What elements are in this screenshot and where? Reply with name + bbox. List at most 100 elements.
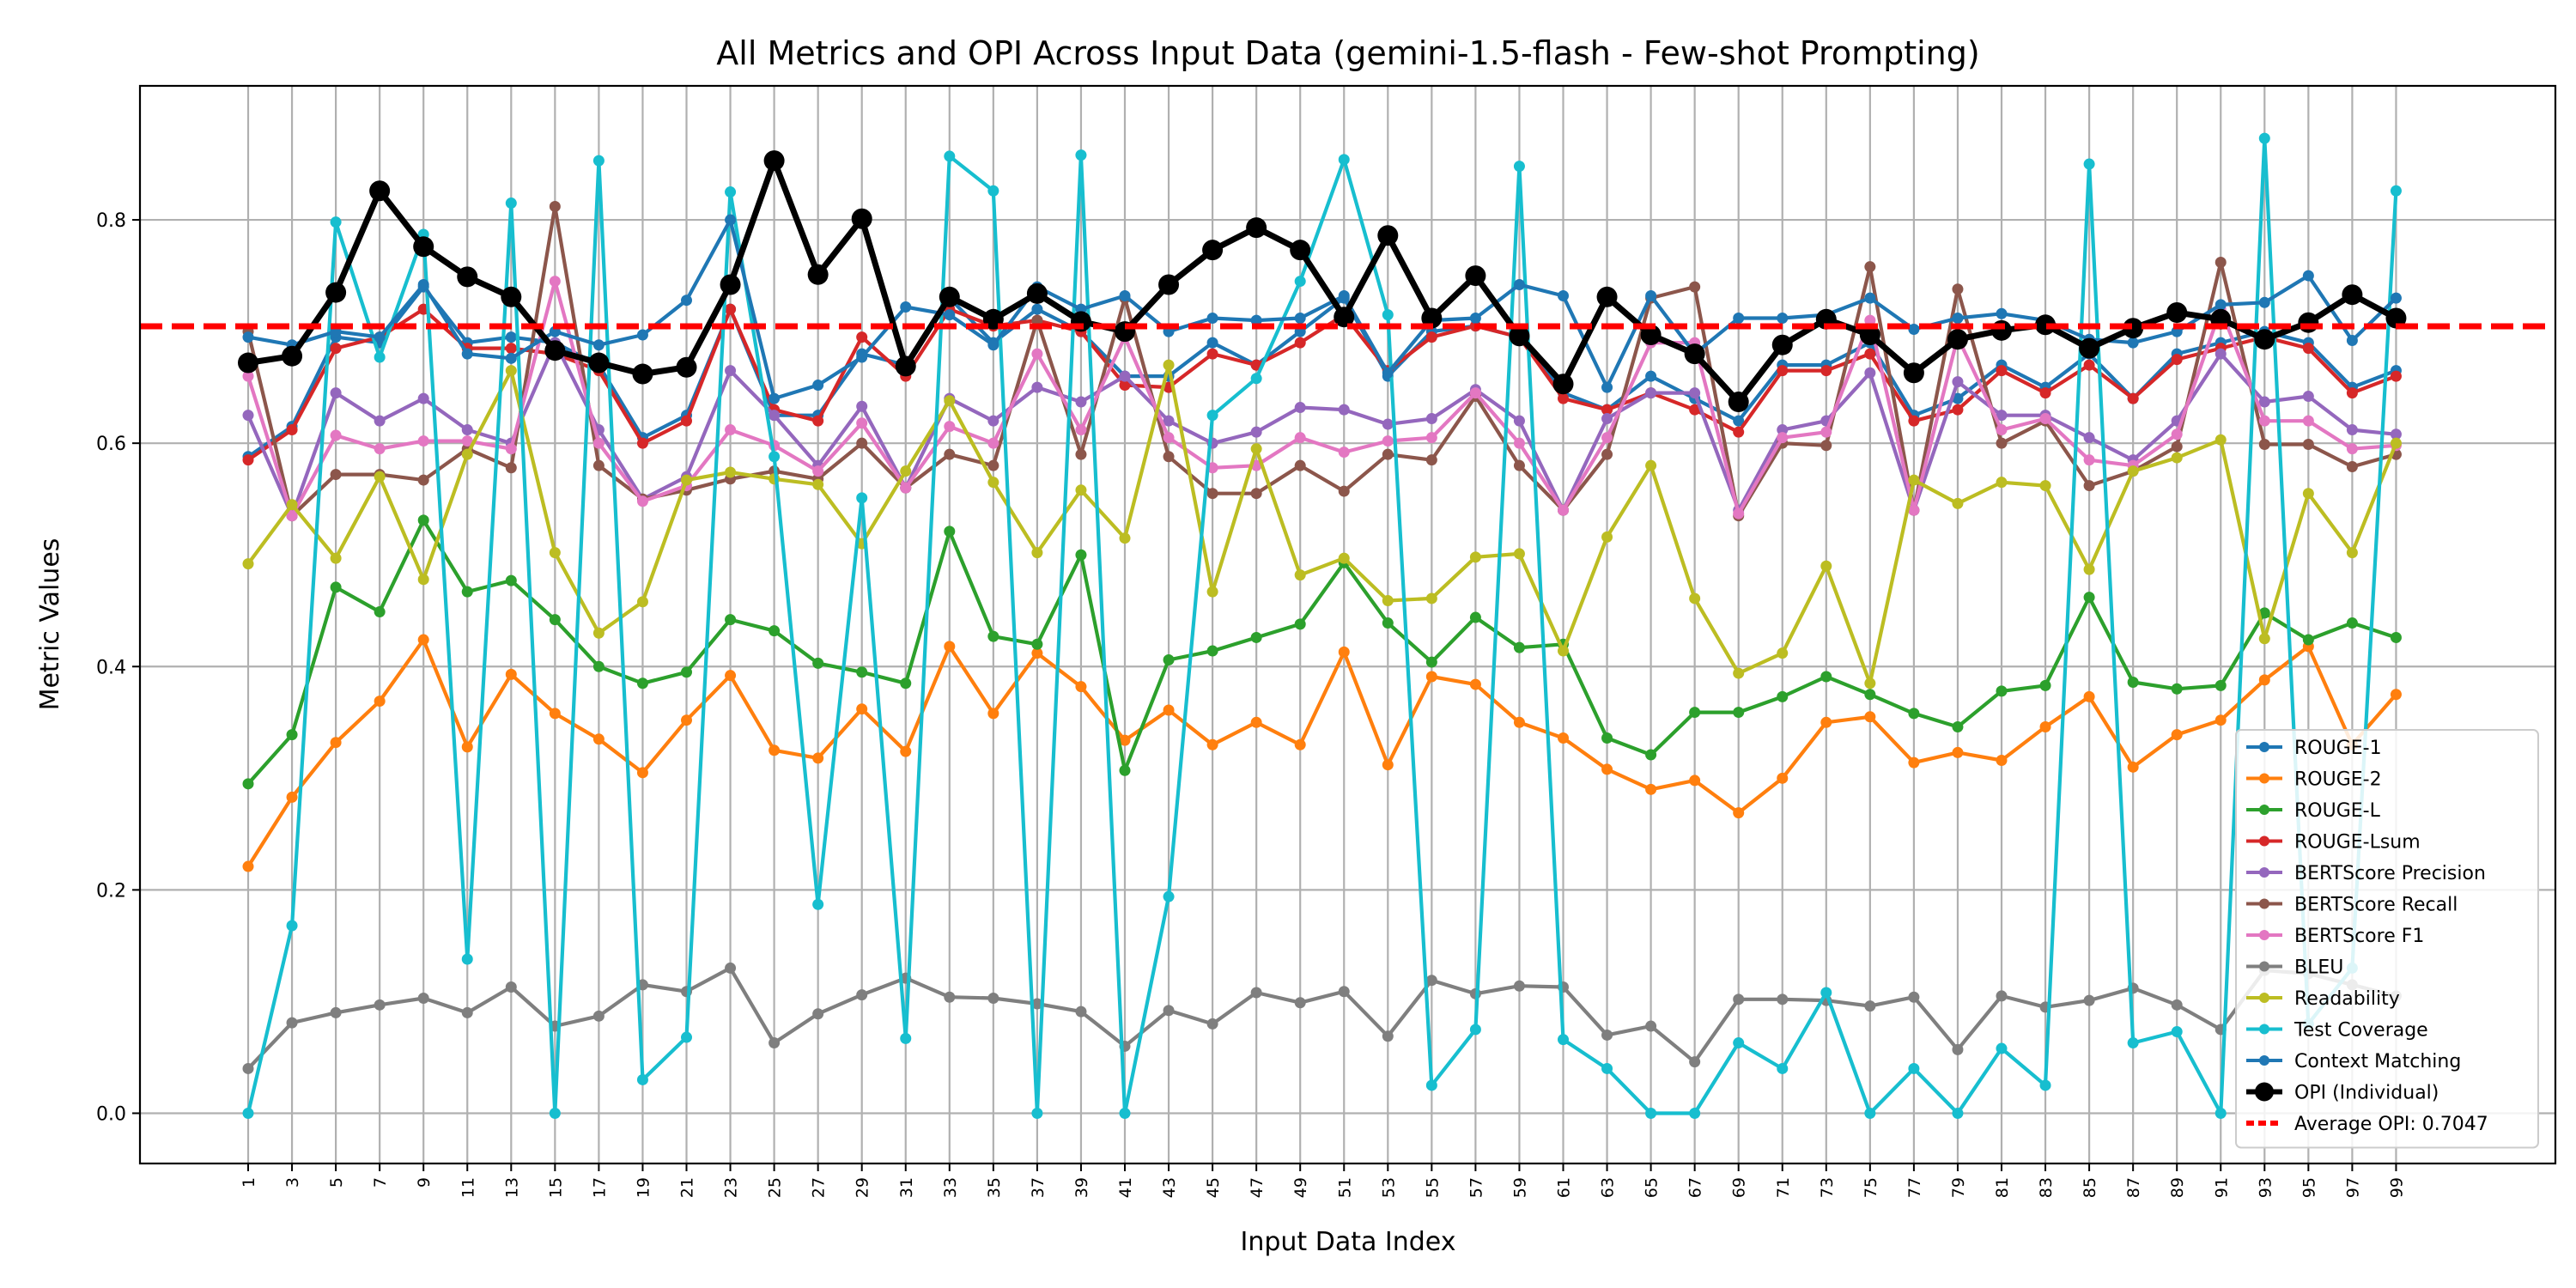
data-point xyxy=(1075,681,1087,693)
data-point xyxy=(325,282,347,303)
x-tick-label: 97 xyxy=(2343,1177,2362,1198)
data-point xyxy=(2258,633,2270,645)
data-point xyxy=(1952,376,1964,388)
data-point xyxy=(1469,611,1481,623)
data-point xyxy=(1733,993,1745,1005)
x-tick-label: 35 xyxy=(985,1177,1004,1198)
x-tick-label: 59 xyxy=(1510,1177,1529,1198)
data-point xyxy=(1026,283,1048,304)
data-point xyxy=(1425,592,1437,605)
data-point xyxy=(374,696,386,708)
data-point xyxy=(1294,313,1306,325)
data-point xyxy=(725,214,737,226)
data-point xyxy=(1733,313,1745,325)
data-point xyxy=(1425,671,1437,683)
data-point xyxy=(1338,289,1350,301)
y-tick-label: 0.6 xyxy=(96,434,126,455)
data-point xyxy=(1294,402,1306,414)
data-point xyxy=(1294,459,1306,471)
data-point xyxy=(1294,276,1306,288)
data-point xyxy=(374,331,386,343)
data-point xyxy=(1689,387,1701,399)
data-point xyxy=(1031,381,1043,393)
data-point xyxy=(856,400,868,412)
data-point xyxy=(1864,367,1876,379)
data-point xyxy=(417,993,429,1005)
data-point xyxy=(944,526,956,538)
data-point xyxy=(2127,761,2139,773)
data-point xyxy=(1163,415,1175,427)
data-point xyxy=(2302,415,2314,427)
data-point xyxy=(1513,980,1525,992)
data-point xyxy=(769,410,781,422)
data-point xyxy=(1075,484,1087,496)
data-point xyxy=(2127,337,2139,349)
data-point xyxy=(461,348,473,360)
data-point xyxy=(1864,348,1876,360)
data-point xyxy=(1777,690,1789,702)
data-point xyxy=(242,558,254,570)
data-point xyxy=(2258,132,2270,144)
data-point xyxy=(2127,1037,2139,1049)
data-point xyxy=(1075,549,1087,561)
series-line xyxy=(246,137,2398,1115)
legend-entry: Test Coverage xyxy=(2246,1020,2428,1042)
data-point xyxy=(2215,256,2227,268)
data-point xyxy=(1689,1056,1701,1068)
data-point xyxy=(549,547,561,559)
data-point xyxy=(505,331,517,343)
data-point xyxy=(681,295,692,307)
data-point xyxy=(769,1037,781,1049)
data-point xyxy=(1996,307,2008,319)
data-point xyxy=(1250,488,1262,500)
data-point xyxy=(242,331,254,343)
data-point xyxy=(1908,324,1920,336)
data-point xyxy=(1513,716,1525,728)
data-point xyxy=(2171,683,2183,695)
data-point xyxy=(2346,443,2358,455)
data-point xyxy=(725,365,737,377)
data-point xyxy=(2079,337,2100,359)
data-point xyxy=(1645,749,1657,761)
x-tick-label: 7 xyxy=(371,1177,390,1188)
data-point xyxy=(2390,292,2402,304)
data-point xyxy=(725,466,737,478)
legend-marker xyxy=(2259,1055,2269,1066)
data-point xyxy=(856,666,868,678)
x-tick-label: 9 xyxy=(415,1177,434,1188)
data-point xyxy=(856,989,868,1001)
data-point xyxy=(330,387,342,399)
x-tick-label: 39 xyxy=(1072,1177,1091,1198)
x-tick-label: 1 xyxy=(240,1177,258,1188)
data-point xyxy=(1558,392,1569,404)
data-point xyxy=(1119,289,1131,301)
data-point xyxy=(1996,685,2008,697)
series-line xyxy=(246,966,2397,1070)
legend-label: OPI (Individual) xyxy=(2294,1083,2439,1104)
data-point xyxy=(2390,631,2402,643)
data-point xyxy=(944,309,956,321)
data-point xyxy=(1075,424,1087,436)
data-point xyxy=(1513,548,1525,560)
data-point xyxy=(417,574,429,586)
data-point xyxy=(1206,586,1218,598)
data-point xyxy=(1425,1079,1437,1091)
legend-label: ROUGE-1 xyxy=(2294,738,2382,759)
data-point xyxy=(374,999,386,1011)
data-point xyxy=(1820,671,1832,683)
data-point xyxy=(939,286,960,307)
data-point xyxy=(1294,738,1306,750)
data-point xyxy=(1908,504,1920,516)
x-tick-label: 13 xyxy=(502,1177,521,1198)
data-point xyxy=(1031,1107,1043,1119)
data-point xyxy=(592,1010,605,1022)
data-point xyxy=(1206,645,1218,657)
data-point xyxy=(636,329,648,341)
data-point xyxy=(2390,689,2402,701)
series-readability xyxy=(242,359,2402,690)
data-point xyxy=(2302,634,2314,646)
data-point xyxy=(592,155,605,167)
data-point xyxy=(944,421,956,433)
data-point xyxy=(457,266,478,288)
data-point xyxy=(2390,437,2402,449)
